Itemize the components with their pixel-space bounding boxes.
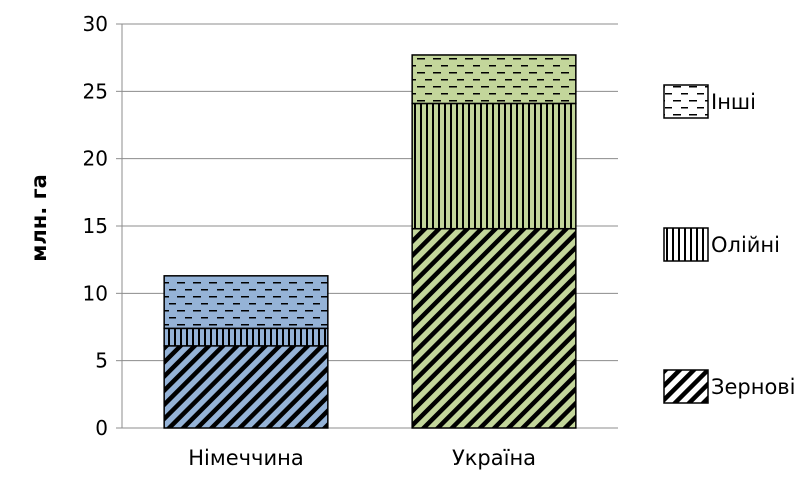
x-category-labels: Німеччина Україна xyxy=(188,446,536,470)
y-tick-label: 15 xyxy=(83,214,108,238)
bar-stack-0 xyxy=(163,275,329,429)
bar-segment-pattern xyxy=(163,275,329,330)
bar-segment-pattern xyxy=(411,227,577,429)
legend-item: Зернові xyxy=(663,369,796,404)
bar-segment-pattern xyxy=(411,102,577,230)
legend-swatch xyxy=(663,84,709,119)
y-tick-label: 20 xyxy=(83,147,108,171)
y-tick-label: 10 xyxy=(83,281,108,305)
bars xyxy=(163,54,577,429)
legend-label: Зернові xyxy=(711,375,796,399)
legend: Інші Олійні Зернові xyxy=(663,84,796,404)
bar-segment-pattern xyxy=(411,54,577,105)
legend-label: Інші xyxy=(711,90,756,114)
x-category-label: Німеччина xyxy=(188,446,303,470)
legend-swatch xyxy=(663,369,709,404)
bar-segment-pattern xyxy=(163,327,329,347)
y-tick-label: 5 xyxy=(95,349,108,373)
y-axis-label: млн. га xyxy=(27,174,51,262)
y-tick-label: 30 xyxy=(83,12,108,36)
bar-stack-1 xyxy=(411,54,577,429)
y-tick-label: 25 xyxy=(83,79,108,103)
y-tick-labels: 0 5 10 15 20 25 30 xyxy=(83,12,108,440)
x-category-label: Україна xyxy=(452,446,536,470)
legend-swatch xyxy=(663,227,709,262)
legend-item: Інші xyxy=(663,84,756,119)
legend-item: Олійні xyxy=(663,227,780,262)
y-tick-label: 0 xyxy=(95,416,108,440)
bar-segment-pattern xyxy=(163,345,329,429)
legend-label: Олійні xyxy=(711,233,780,257)
